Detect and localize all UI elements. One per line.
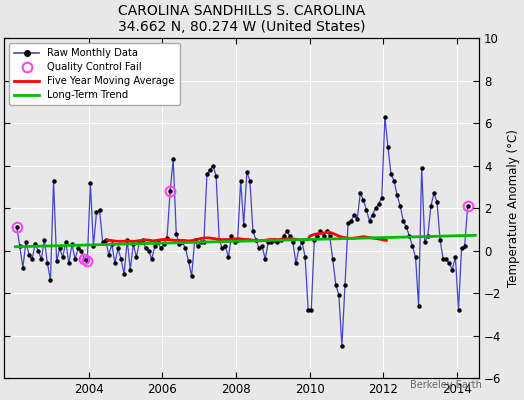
Title: CAROLINA SANDHILLS S. CAROLINA
34.662 N, 80.274 W (United States): CAROLINA SANDHILLS S. CAROLINA 34.662 N,… (118, 4, 365, 34)
Legend: Raw Monthly Data, Quality Control Fail, Five Year Moving Average, Long-Term Tren: Raw Monthly Data, Quality Control Fail, … (9, 43, 180, 105)
Y-axis label: Temperature Anomaly (°C): Temperature Anomaly (°C) (507, 129, 520, 287)
Text: Berkeley Earth: Berkeley Earth (410, 380, 482, 390)
